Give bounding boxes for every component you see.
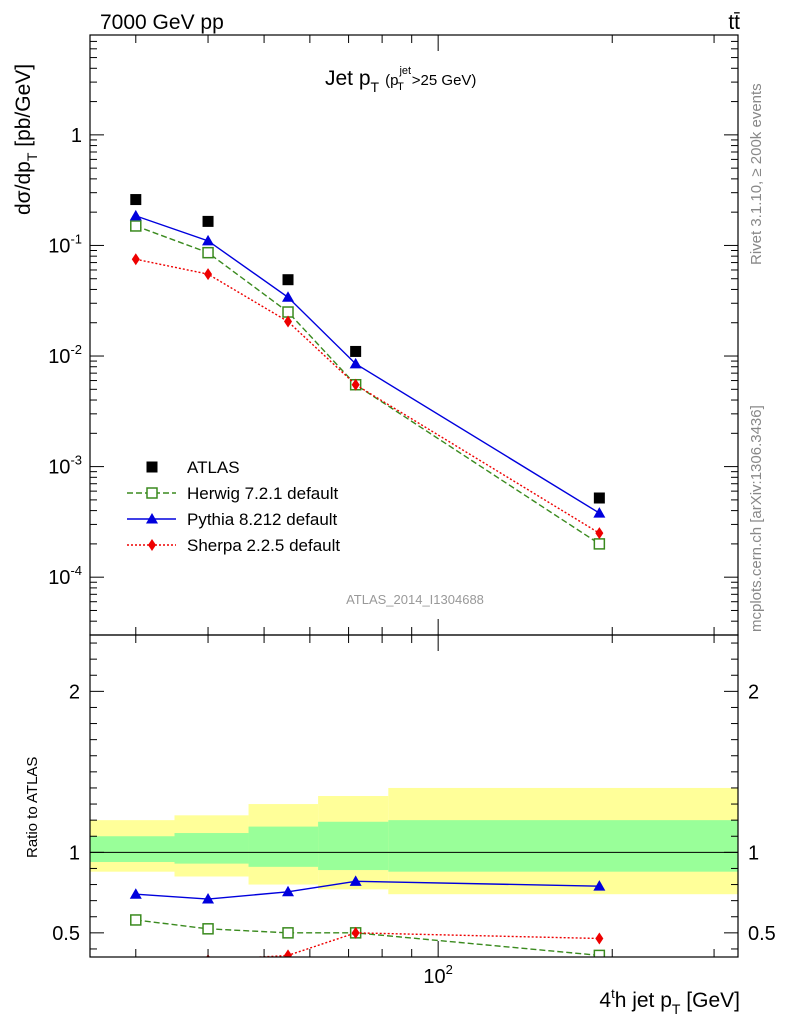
main-point-pythia-0	[129, 209, 142, 221]
ratio-point-sherpa-2	[284, 949, 293, 957]
main-point-herwig-1	[202, 246, 214, 259]
uncertainty-band-stat	[248, 826, 319, 867]
main-point-pythia-3	[349, 357, 362, 369]
ratio-line-herwig	[135, 919, 600, 957]
main-point-herwig-4	[593, 538, 606, 550]
main-point-atlas-1	[202, 215, 214, 227]
main-point-sherpa-1	[204, 268, 213, 281]
main-point-atlas-2	[282, 274, 294, 286]
ratio-series-herwig	[130, 914, 606, 957]
ratio-point-pythia-0	[129, 888, 142, 899]
main-series-atlas	[130, 194, 605, 504]
main-y-tick-label: 1	[71, 125, 82, 147]
main-point-sherpa-4	[595, 527, 604, 540]
main-point-atlas-3	[350, 345, 362, 357]
analysis-id-label: ATLAS_2014_I1304688	[346, 592, 484, 607]
ratio-y-tick-label: 0.5	[52, 923, 80, 945]
rivet-version-label: Rivet 3.1.10, ≥ 200k events	[748, 83, 765, 265]
main-point-herwig-0	[130, 220, 142, 232]
main-point-sherpa-3	[351, 378, 360, 391]
ratio-point-pythia-1	[202, 893, 215, 904]
ratio-panel-frame	[89, 634, 739, 958]
main-series-pythia	[129, 209, 606, 518]
ratio-point-sherpa-4	[595, 932, 604, 945]
ratio-point-pythia-2	[282, 885, 295, 897]
legend: ATLAS Herwig 7.2.1 default Pythia 8.212 de…	[127, 458, 340, 555]
legend-entry-herwig: Herwig 7.2.1 default	[127, 484, 338, 503]
main-point-sherpa-0	[131, 253, 140, 266]
uncertainty-band-stat	[318, 821, 389, 871]
ratio-point-sherpa-0	[132, 961, 140, 973]
ratio-y-tick-label: 2	[69, 681, 80, 703]
main-panel-title: Jet pT (pjet T >25 GeV)	[325, 65, 476, 95]
main-y-axis-label: dσ/dpT [pb/GeV]	[12, 64, 40, 215]
main-y-tick-label: 10-1	[48, 231, 82, 257]
main-y-tick-label: 10-3	[48, 453, 82, 479]
legend-marker-sherpa	[148, 539, 156, 551]
ratio-y-axis-label: Ratio to ATLAS	[24, 757, 41, 858]
legend-marker-pythia	[146, 513, 158, 524]
ratio-point-herwig-2	[282, 927, 294, 939]
main-y-tick-label: 10-4	[48, 563, 82, 589]
main-point-sherpa-2	[284, 315, 293, 328]
header-energy-label: 7000 GeV pp	[100, 11, 224, 34]
main-point-atlas-0	[130, 194, 142, 206]
x-axis-label: 4th jet pT [GeV]	[599, 986, 740, 1017]
uncertainty-band-stat	[174, 833, 249, 864]
ratio-point-pythia-3	[349, 875, 362, 886]
x-tick-label: 102	[423, 962, 452, 988]
main-line-sherpa	[135, 258, 600, 534]
ratio-point-sherpa-3	[351, 926, 360, 939]
legend-label-pythia: Pythia 8.212 default	[187, 510, 338, 529]
ratio-point-herwig-0	[130, 914, 142, 926]
legend-marker-atlas	[146, 461, 158, 473]
legend-marker-herwig	[146, 487, 158, 499]
legend-entry-atlas: ATLAS	[146, 458, 240, 477]
main-point-pythia-1	[202, 234, 215, 246]
ratio-y-tick-label-right: 0.5	[748, 923, 776, 945]
ratio-line-sherpa	[249, 932, 600, 957]
legend-label-herwig: Herwig 7.2.1 default	[187, 484, 338, 503]
legend-label-sherpa: Sherpa 2.2.5 default	[187, 536, 340, 555]
ratio-y-tick-label: 1	[69, 842, 80, 864]
ratio-point-pythia-4	[593, 880, 606, 891]
ratio-band-group	[90, 787, 738, 895]
ratio-series-pythia	[129, 875, 606, 904]
ratio-y-tick-label-right: 2	[748, 681, 759, 703]
ratio-y-tick-label-right: 1	[748, 842, 759, 864]
ratio-point-herwig-1	[202, 923, 214, 935]
legend-label-atlas: ATLAS	[187, 458, 240, 477]
legend-entry-pythia: Pythia 8.212 default	[127, 510, 338, 529]
mcplots-label: mcplots.cern.ch [arXiv:1306.3436]	[748, 405, 765, 632]
legend-entry-sherpa: Sherpa 2.2.5 default	[127, 536, 340, 555]
main-y-tick-label: 10-2	[48, 342, 82, 368]
uncertainty-band-stat	[90, 836, 175, 863]
ratio-point-herwig-4	[593, 949, 606, 957]
main-series-sherpa	[131, 253, 604, 540]
main-point-pythia-2	[282, 291, 295, 302]
header-process-label: tt̄	[728, 11, 740, 34]
main-point-atlas-4	[593, 492, 605, 504]
uncertainty-band-stat	[388, 820, 738, 872]
ratio-series-sherpa	[132, 926, 604, 973]
main-point-herwig-2	[282, 306, 294, 318]
main-point-pythia-4	[593, 507, 606, 518]
